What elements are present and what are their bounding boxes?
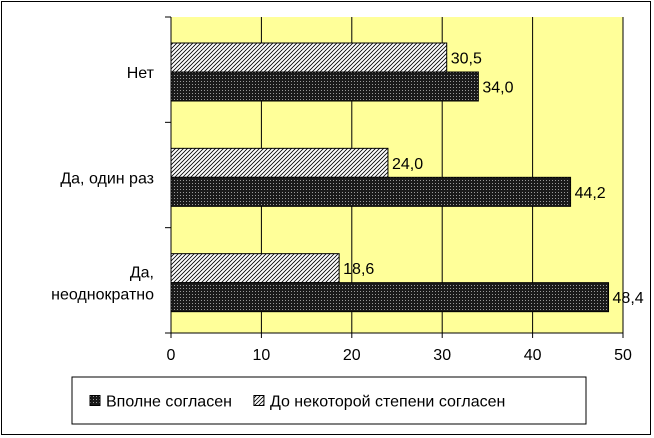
bar xyxy=(170,147,389,178)
data-label: 18,6 xyxy=(343,261,374,278)
bar xyxy=(170,71,479,102)
category-label: Да, один раз xyxy=(60,170,154,187)
x-tick-label: 0 xyxy=(167,347,176,364)
bar xyxy=(170,282,610,313)
category-label: Да, xyxy=(130,265,154,282)
x-tick-label: 20 xyxy=(343,347,361,364)
x-tick-label: 10 xyxy=(253,347,271,364)
data-label: 48,4 xyxy=(613,290,644,307)
data-label: 44,2 xyxy=(575,185,606,202)
legend-label: Вполне согласен xyxy=(106,394,232,411)
bar xyxy=(170,176,572,207)
bar xyxy=(170,42,448,73)
legend-swatch xyxy=(253,395,265,406)
legend xyxy=(71,376,587,425)
x-tick-label: 30 xyxy=(433,347,451,364)
data-label: 24,0 xyxy=(392,156,423,173)
legend-label: До некоторой степени согласен xyxy=(270,394,505,411)
category-label: Нет xyxy=(127,65,155,82)
legend-swatch xyxy=(89,395,101,406)
x-tick-label: 50 xyxy=(614,347,632,364)
x-tick-label: 40 xyxy=(524,347,542,364)
data-label: 30,5 xyxy=(451,51,482,68)
data-label: 34,0 xyxy=(482,80,513,97)
bar xyxy=(170,253,340,284)
category-label: неоднократно xyxy=(51,287,154,304)
